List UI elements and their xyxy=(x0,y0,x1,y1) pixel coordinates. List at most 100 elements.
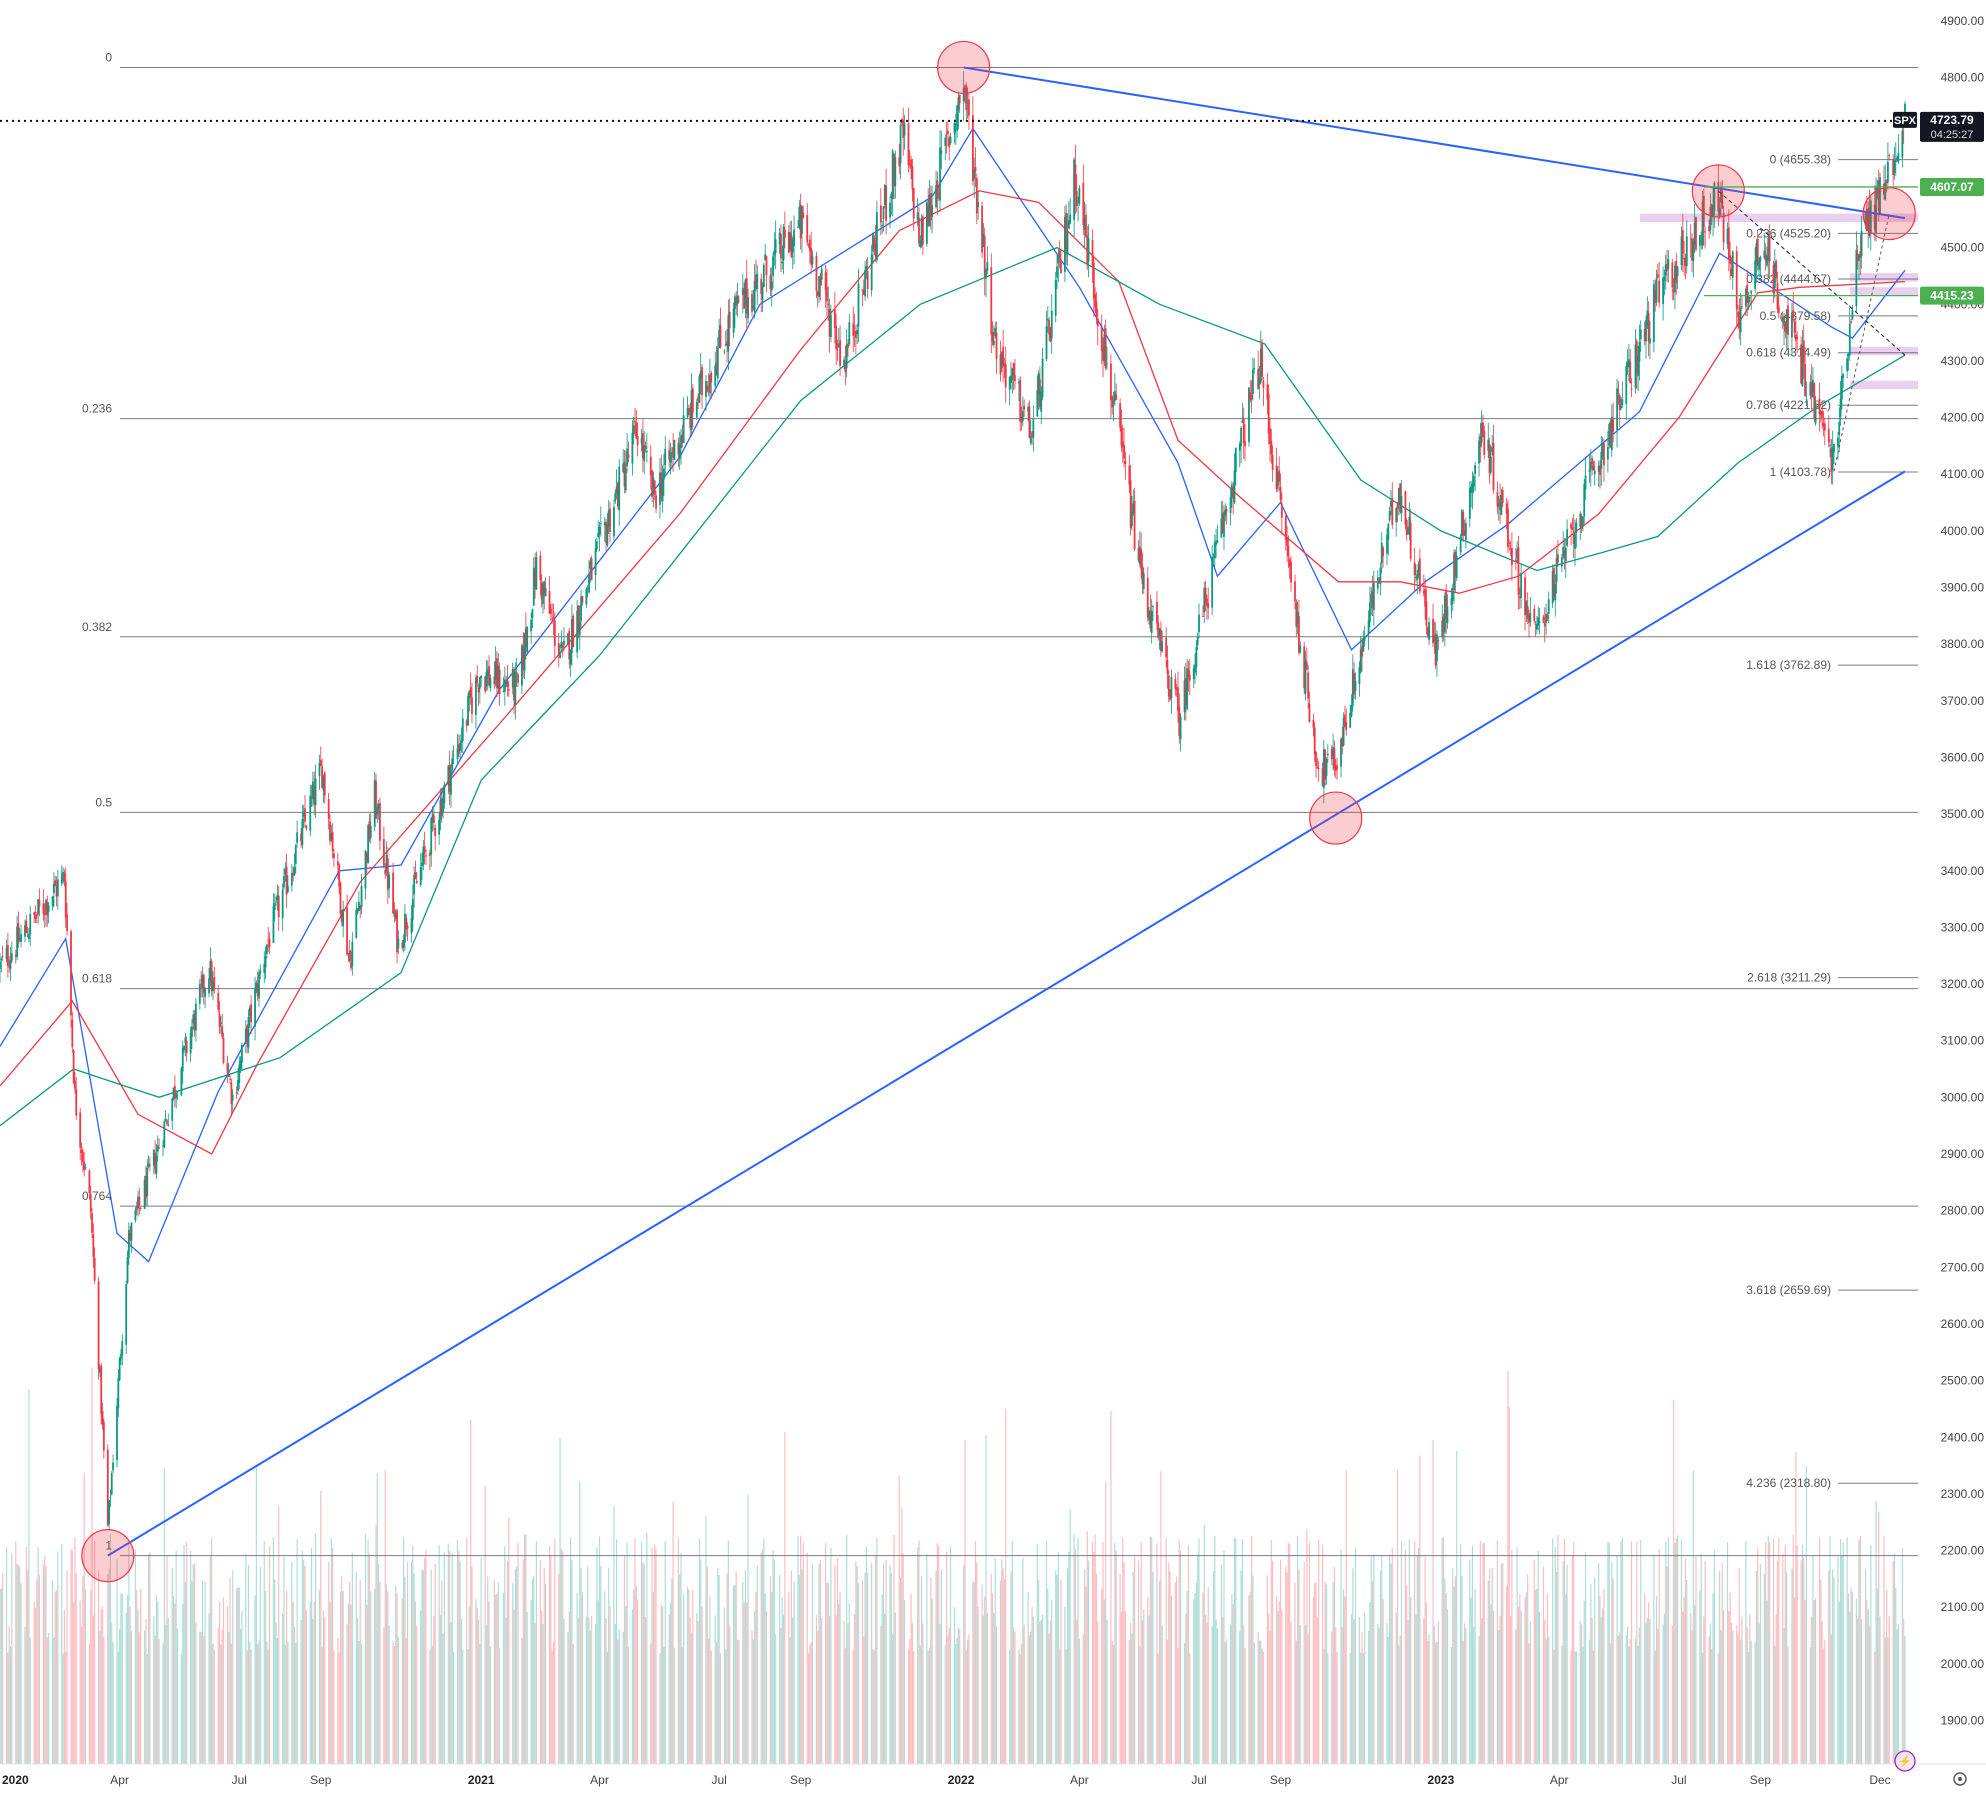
volume-bar xyxy=(1776,1561,1779,1764)
volume-bar xyxy=(571,1560,573,1764)
volume-bar xyxy=(116,1559,118,1764)
candle-body xyxy=(839,340,841,366)
candle-body xyxy=(281,889,284,919)
volume-bar xyxy=(857,1582,860,1764)
volume-bar xyxy=(1537,1550,1539,1764)
candle-body xyxy=(397,938,400,949)
candle-body xyxy=(1253,368,1256,370)
candle-body xyxy=(392,872,394,914)
price-label-text: 4415.23 xyxy=(1930,289,1974,303)
price-axis: 4900.004800.004700.004600.004500.004400.… xyxy=(1941,14,1985,1728)
candle-body xyxy=(254,989,256,1027)
volume-bar xyxy=(1811,1616,1813,1764)
candle-body xyxy=(808,239,811,251)
candle-body xyxy=(493,676,496,685)
candle-body xyxy=(1543,622,1546,627)
volume-bar xyxy=(1674,1543,1676,1764)
candle-body xyxy=(1,955,4,957)
volume-bar xyxy=(1640,1540,1642,1764)
volume-bar xyxy=(1791,1568,1793,1764)
volume-bar xyxy=(1252,1575,1254,1764)
volume-bar xyxy=(1722,1610,1725,1764)
volume-bar xyxy=(1364,1612,1366,1764)
candle-body xyxy=(1133,500,1136,550)
fib-ext-label: 3.618 (2659.69) xyxy=(1746,1283,1831,1297)
candle-body xyxy=(340,910,343,922)
candle-body xyxy=(218,1013,221,1027)
volume-bar xyxy=(238,1587,240,1764)
candle-body xyxy=(844,361,847,373)
candle-body xyxy=(18,938,21,941)
volume-bar xyxy=(792,1617,794,1764)
volume-bar xyxy=(70,1549,72,1764)
candle-body xyxy=(789,232,792,249)
candle-body xyxy=(1671,262,1674,288)
candle-body xyxy=(891,150,894,199)
price-axis-tick: 4000.00 xyxy=(1941,524,1985,538)
price-label-box xyxy=(1920,177,1984,196)
volume-bar xyxy=(545,1583,547,1764)
candle-body xyxy=(1581,516,1584,527)
candle-body xyxy=(1290,561,1292,583)
candle-body xyxy=(80,1149,83,1154)
volume-bar xyxy=(1628,1646,1630,1764)
candle-body xyxy=(1497,503,1500,507)
candle-body xyxy=(1629,361,1632,383)
candle-body xyxy=(99,1368,101,1373)
candle-body xyxy=(1433,636,1436,642)
volume-bar xyxy=(200,1632,202,1764)
candle-body xyxy=(787,231,790,253)
volume-bar xyxy=(303,1559,305,1764)
candle-body xyxy=(544,588,547,597)
volume-bar xyxy=(613,1506,615,1764)
volume-bar xyxy=(1625,1635,1627,1764)
volume-bar xyxy=(1226,1638,1228,1764)
volume-bar xyxy=(1139,1646,1141,1764)
volume-bar xyxy=(623,1556,626,1764)
volume-bar xyxy=(1654,1650,1656,1764)
candle-body xyxy=(1865,208,1868,232)
volume-bar xyxy=(1045,1540,1048,1764)
volume-bar xyxy=(1545,1638,1547,1764)
volume-bar xyxy=(1193,1599,1195,1764)
volume-bar xyxy=(1607,1542,1609,1764)
volume-bar xyxy=(192,1564,194,1764)
candle-body xyxy=(1330,748,1333,760)
volume-bar xyxy=(1839,1539,1842,1764)
volume-bar xyxy=(1507,1371,1509,1764)
volume-bar xyxy=(531,1579,534,1764)
volume-bar xyxy=(718,1574,720,1764)
volume-bar xyxy=(679,1574,681,1764)
volume-bar xyxy=(1368,1630,1370,1764)
volume-bar xyxy=(1324,1581,1326,1764)
candle-body xyxy=(185,1041,188,1054)
volume-bar xyxy=(1805,1466,1807,1764)
volume-bar xyxy=(395,1585,397,1764)
volume-bar xyxy=(640,1541,643,1764)
candle-body xyxy=(1405,520,1408,536)
volume-bar xyxy=(1529,1621,1531,1764)
candle-body xyxy=(1333,748,1336,769)
volume-bar xyxy=(1644,1593,1646,1764)
candle-body xyxy=(522,646,525,669)
volume-bar xyxy=(935,1570,937,1764)
volume-bar xyxy=(1498,1629,1500,1764)
candle-body xyxy=(183,1045,185,1051)
candle-body xyxy=(17,923,20,944)
candle-body xyxy=(835,325,838,350)
candle-body xyxy=(876,212,878,261)
candle-body xyxy=(1454,551,1457,577)
candle-body xyxy=(1488,444,1491,474)
candle-body xyxy=(264,956,267,968)
volume-bar xyxy=(1014,1631,1016,1764)
candle-body xyxy=(957,97,960,111)
candle-body xyxy=(551,618,554,620)
price-axis-tick: 4500.00 xyxy=(1941,241,1985,255)
volume-bar xyxy=(1874,1651,1876,1764)
volume-bar xyxy=(769,1575,772,1764)
candle-body xyxy=(1112,400,1115,404)
price-axis-tick: 2700.00 xyxy=(1941,1260,1985,1274)
price-label-box xyxy=(1920,286,1984,305)
